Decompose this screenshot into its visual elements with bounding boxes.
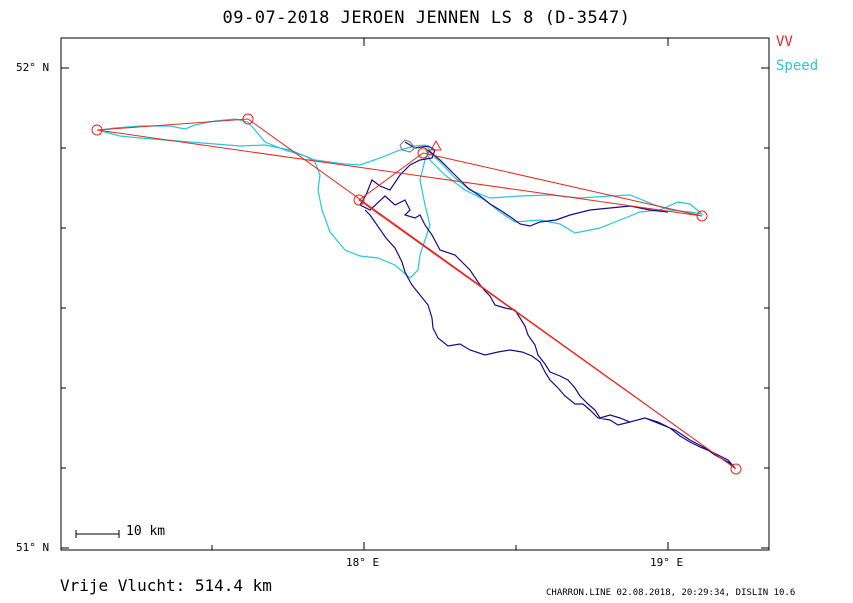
- turnpoint-marker: [730, 463, 742, 475]
- task-line: [96, 118, 737, 470]
- y-ticks: [61, 67, 769, 549]
- free-flight-distance: Vrije Vlucht: 514.4 km: [60, 576, 272, 595]
- x-ticks: [211, 38, 669, 550]
- map-frame: [60, 37, 770, 551]
- turnpoint-marker: [353, 194, 365, 206]
- start-track: [399, 139, 416, 153]
- footer-info: CHARRON.LINE 02.08.2018, 20:29:34, DISLI…: [546, 588, 796, 598]
- turnpoint-marker: [91, 124, 103, 136]
- turnpoint-marker: [696, 210, 708, 222]
- scale-bar: [75, 530, 120, 538]
- speed-track-east: [424, 147, 705, 234]
- turnpoint-marker: [417, 147, 429, 159]
- map-title: 09-07-2018 JEROEN JENNEN LS 8 (D-3547): [222, 8, 631, 28]
- dark-track-east: [427, 149, 669, 227]
- y-label-51n: 51° N: [16, 541, 50, 554]
- dark-track: [359, 141, 736, 469]
- turnpoints: [91, 113, 742, 475]
- turnpoint-marker: [242, 113, 254, 125]
- x-label-18e: 18° E: [346, 556, 380, 569]
- speed-track: [99, 118, 431, 279]
- start-triangle-icon: [430, 139, 442, 151]
- x-label-19e: 19° E: [650, 556, 684, 569]
- y-label-52n: 52° N: [16, 61, 50, 74]
- scale-bar-label: 10 km: [126, 524, 166, 539]
- legend-vv: VV: [776, 34, 793, 50]
- legend-speed: Speed: [776, 58, 819, 74]
